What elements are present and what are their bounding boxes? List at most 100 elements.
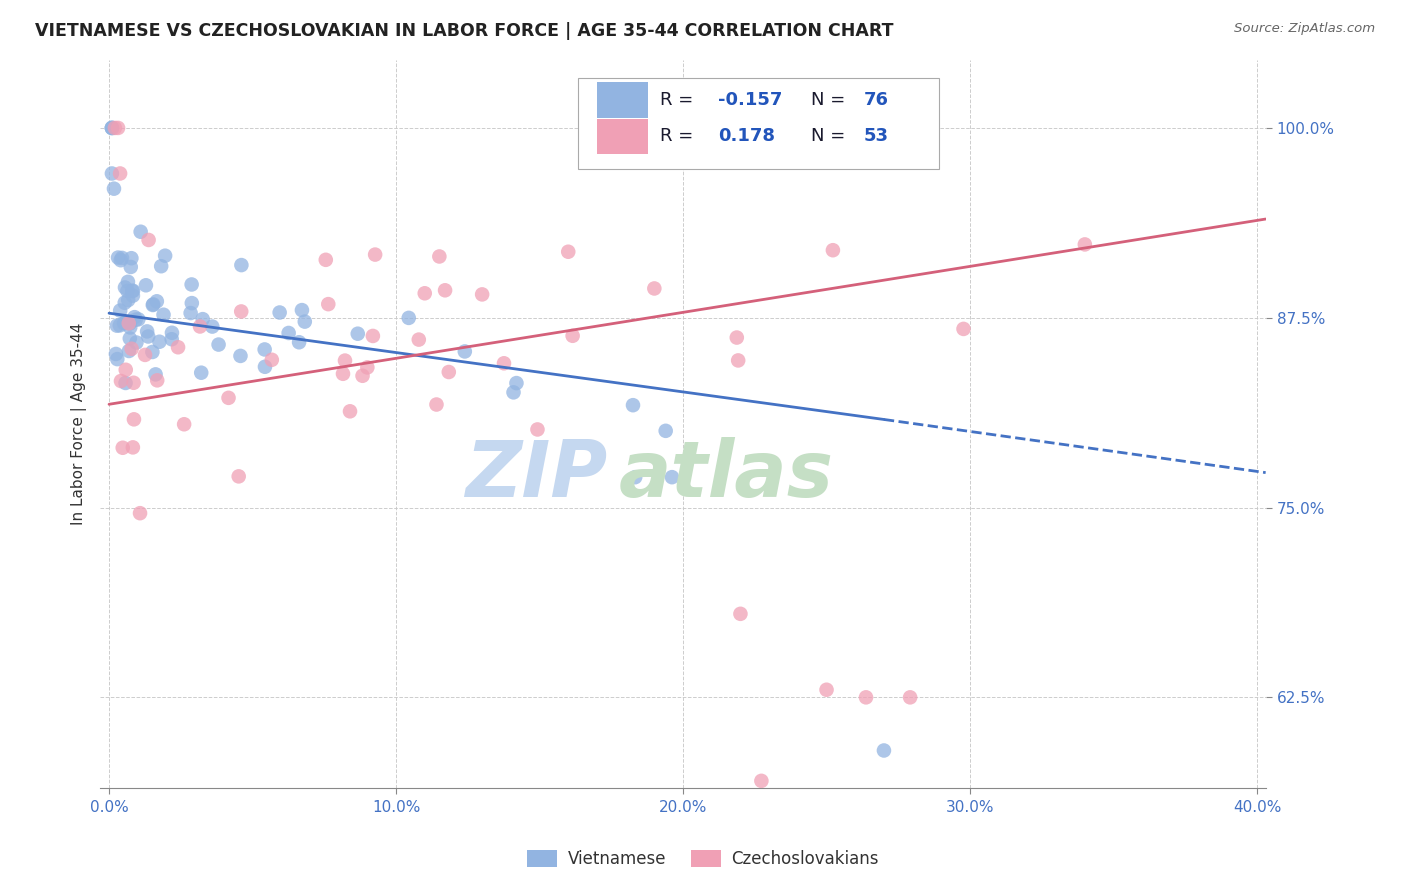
Point [138,233,160,247]
Point [427,250,450,264]
Point [471,287,494,301]
Point [751,773,773,788]
Point [148,334,170,349]
Point [118,317,141,331]
Point [114,363,136,377]
Point [505,376,527,390]
Point [294,315,316,329]
Point [725,330,748,344]
Point [207,337,229,351]
Point [332,367,354,381]
Point [101,120,124,135]
Point [150,259,173,273]
Point [260,352,283,367]
Point [160,332,183,346]
Point [855,690,877,705]
Point [120,320,142,334]
Point [141,345,163,359]
Point [111,251,134,265]
Point [118,343,141,358]
Point [408,333,430,347]
Point [346,326,368,341]
Point [218,391,240,405]
Point [104,120,127,135]
Text: 53: 53 [863,128,889,145]
Point [502,385,524,400]
Point [120,260,142,274]
Point [122,441,145,455]
Point [146,294,169,309]
Point [291,303,314,318]
Point [152,308,174,322]
Point [145,368,167,382]
Point [129,506,152,520]
Point [160,326,183,340]
Point [122,288,145,302]
Point [114,280,136,294]
Point [118,316,141,330]
Point [122,376,145,390]
Point [121,342,143,356]
Point [188,319,211,334]
Point [253,359,276,374]
Legend: Vietnamese, Czechoslovakians: Vietnamese, Czechoslovakians [520,843,886,875]
Point [173,417,195,432]
Point [121,284,143,298]
Point [339,404,361,418]
Point [114,295,136,310]
Point [167,340,190,354]
Point [124,310,146,325]
Point [103,182,125,196]
Point [180,277,202,292]
Point [142,298,165,312]
Point [643,281,665,295]
Point [117,284,139,298]
Point [356,360,378,375]
Text: -0.157: -0.157 [718,91,782,109]
Point [952,322,974,336]
Point [153,249,176,263]
Text: R =: R = [659,128,704,145]
Point [129,225,152,239]
Point [229,349,252,363]
Point [114,376,136,390]
Point [231,258,253,272]
Point [191,312,214,326]
Point [352,368,374,383]
Point [434,283,457,297]
Point [231,304,253,318]
Point [1074,237,1097,252]
Point [108,318,131,333]
Point [180,296,202,310]
Point [107,120,129,135]
Point [110,253,132,268]
Point [117,293,139,307]
Point [117,275,139,289]
Y-axis label: In Labor Force | Age 35-44: In Labor Force | Age 35-44 [72,323,87,525]
Point [730,607,752,621]
Point [146,373,169,387]
Point [101,166,124,180]
Point [621,398,644,412]
Point [124,312,146,326]
Point [277,326,299,340]
Point [873,743,896,757]
Point [624,470,647,484]
Point [105,352,128,367]
Point [364,247,387,261]
Point [413,286,436,301]
Point [125,335,148,350]
Point [437,365,460,379]
Point [136,329,159,343]
Point [120,251,142,265]
FancyBboxPatch shape [578,78,939,169]
Point [108,166,131,180]
Text: Source: ZipAtlas.com: Source: ZipAtlas.com [1234,22,1375,36]
Point [333,353,356,368]
Point [269,305,291,319]
Text: 76: 76 [863,91,889,109]
Point [727,353,749,368]
Point [122,412,145,426]
Text: 0.178: 0.178 [718,128,775,145]
Point [190,366,212,380]
